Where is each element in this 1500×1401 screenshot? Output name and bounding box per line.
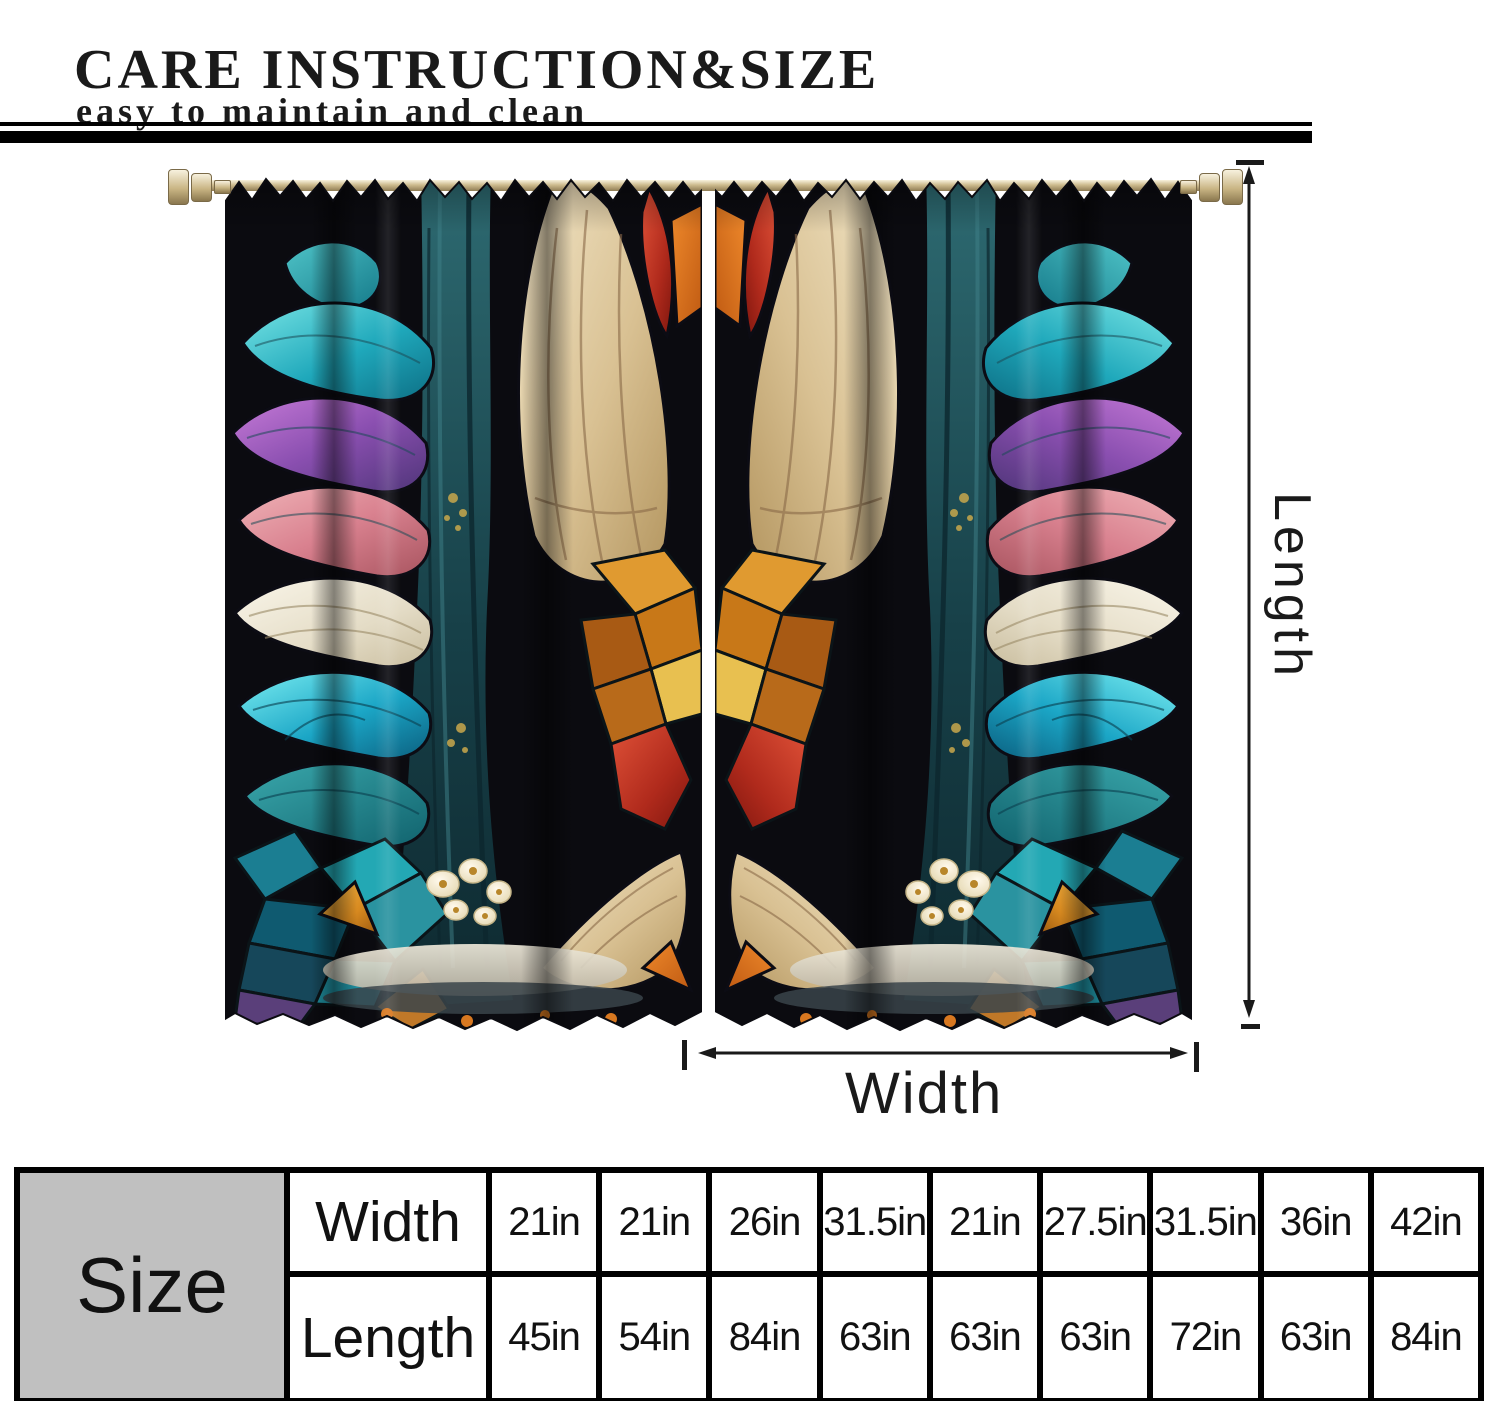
- length-dimension-arrow: [1236, 160, 1264, 1029]
- length-value-cell: 63in: [926, 1271, 1044, 1401]
- finial-disc: [191, 172, 212, 202]
- width-value-cell: 31.5in: [1147, 1167, 1264, 1277]
- divider-thick-rule: [0, 131, 1312, 143]
- size-table-length-row-label: Length: [284, 1271, 492, 1401]
- divider-thin-rule: [0, 122, 1312, 126]
- curtain-rod: [196, 180, 1212, 191]
- width-value-cell: 21in: [596, 1167, 713, 1277]
- curtain-panel-left-image: [225, 168, 702, 1045]
- finial-disc: [168, 169, 189, 205]
- length-value-cell: 63in: [1037, 1271, 1154, 1401]
- width-value-cell: 26in: [706, 1167, 823, 1277]
- length-value-cell: 54in: [596, 1271, 713, 1401]
- rod-finial-right: [1180, 169, 1243, 205]
- size-table: Size Width 21in 21in 26in 31.5in 21in 27…: [14, 1167, 1485, 1401]
- width-value-cell: 42in: [1367, 1167, 1485, 1277]
- finial-disc: [1199, 172, 1220, 202]
- finial-neck: [1180, 180, 1197, 194]
- finial-disc: [1222, 169, 1243, 205]
- width-dimension-arrow: [682, 1040, 1199, 1072]
- length-value-cell: 72in: [1147, 1271, 1264, 1401]
- length-value-cell: 63in: [816, 1271, 933, 1401]
- length-label: Length: [1263, 492, 1321, 682]
- width-value-cell: 21in: [926, 1167, 1044, 1277]
- curtain-panel-right-image: [715, 168, 1192, 1045]
- width-label: Width: [845, 1061, 1004, 1126]
- page-title: CARE INSTRUCTION&SIZE: [74, 38, 880, 101]
- width-value-cell: 21in: [485, 1167, 603, 1277]
- length-value-cell: 45in: [485, 1271, 603, 1401]
- length-value-cell: 84in: [706, 1271, 823, 1401]
- length-value-cell: 63in: [1257, 1271, 1374, 1401]
- width-value-cell: 27.5in: [1037, 1167, 1154, 1277]
- rod-finial-left: [168, 169, 231, 205]
- finial-neck: [214, 180, 231, 194]
- size-table-width-row-label: Width: [284, 1167, 492, 1277]
- size-table-corner-label: Size: [14, 1167, 290, 1401]
- width-value-cell: 36in: [1257, 1167, 1374, 1277]
- width-value-cell: 31.5in: [816, 1167, 933, 1277]
- length-value-cell: 84in: [1367, 1271, 1485, 1401]
